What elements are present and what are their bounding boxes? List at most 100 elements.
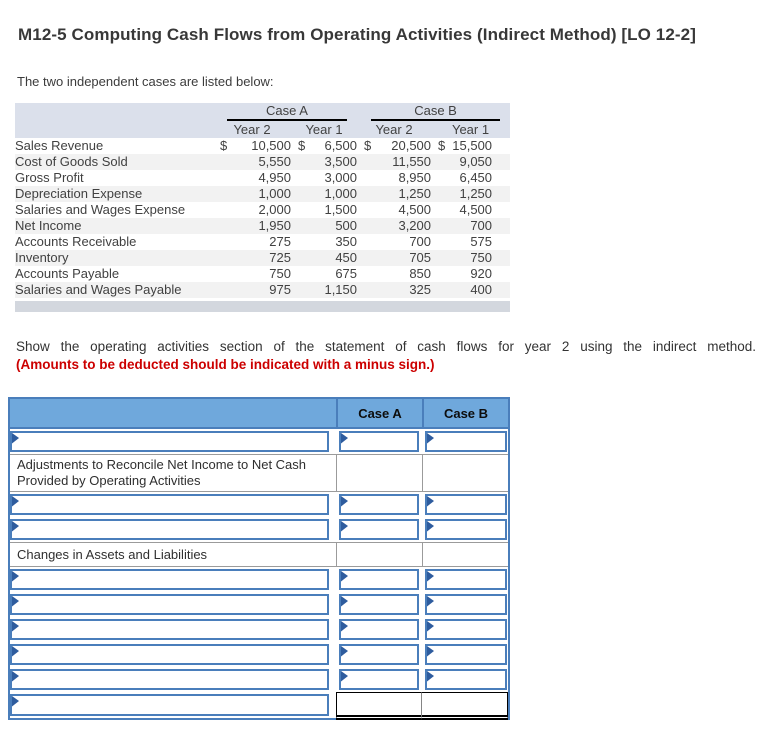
amount: 15,500 [452,138,493,153]
cases-table-container: Case A Case B Year 2 Year 1 Year 2 Year 1 S… [15,103,511,312]
input-cell [10,642,336,667]
line-description-input-r2[interactable] [12,496,327,513]
case-b-amount-input-r0[interactable] [427,433,505,450]
year-header-cell: Year 1 [431,121,511,138]
value-cell: $6,500 [291,138,357,154]
input-cell [10,667,336,692]
input-box [425,644,507,665]
dollar-sign: $ [438,138,446,153]
input-cell [10,567,336,592]
case-group-header-row: Case A Case B [15,103,511,121]
case-a-amount-input-r8[interactable] [341,646,417,663]
case-b-amount-input-r5[interactable] [427,571,505,588]
input-marker-icon [12,696,19,707]
case-b-amount-input-r7[interactable] [427,621,505,638]
value-cell: 700 [431,218,511,234]
input-marker-icon [341,596,348,607]
input-marker-icon [12,521,19,532]
cases-table-row: Salaries and Wages Payable 975 1,150 325 400 [15,282,511,298]
line-description-input-r9[interactable] [12,671,327,688]
input-marker-icon [12,433,19,444]
case-a-amount-input-r9[interactable] [341,671,417,688]
horizontal-scrollbar[interactable] [15,301,510,312]
case-a-amount-input-r7[interactable] [341,621,417,638]
cases-table-row: Accounts Receivable 275 350 700 575 [15,234,510,250]
dollar-sign: $ [298,138,306,153]
value-cell: 500 [291,218,358,234]
input-cell [336,517,422,542]
answer-row [10,642,508,667]
total-description-input-r10[interactable] [12,696,327,714]
input-marker-icon [427,646,434,657]
input-box [10,519,329,540]
input-cell [422,429,508,454]
value-cell: 1,000 [291,186,358,202]
intro-text: The two independent cases are listed bel… [17,74,274,89]
input-marker-icon [341,571,348,582]
value-cell: 325 [357,282,432,298]
input-marker-icon [427,571,434,582]
input-box [339,494,419,515]
input-marker-icon [341,646,348,657]
line-description-input-r0[interactable] [12,433,327,450]
line-description-input-r5[interactable] [12,571,327,588]
input-cell [336,642,422,667]
currency-value: $20,500 [357,138,431,154]
line-description-input-r3[interactable] [12,521,327,538]
cases-table-row: Sales Revenue $10,500 $6,500 $20,500 $15,500 [15,138,510,154]
case-b-amount-input-r9[interactable] [427,671,505,688]
input-box [339,431,419,452]
section-blank-cell [336,455,422,491]
case-b-amount-input-r2[interactable] [427,496,505,513]
case-b-amount-input-r8[interactable] [427,646,505,663]
blank-header-cell [15,121,213,138]
cases-table: Case A Case B Year 2 Year 1 Year 2 Year 1 S… [15,103,511,298]
input-marker-icon [12,596,19,607]
row-label: Accounts Receivable [15,234,137,249]
value-cell: 725 [213,250,291,266]
value-cell: 6,450 [459,170,493,185]
value-cell: $10,500 [213,138,291,154]
case-a-amount-input-r2[interactable] [341,496,417,513]
value-cell: 850 [409,266,432,281]
input-cell [422,517,508,542]
answer-row [10,667,508,692]
case-b-total-cell [422,692,508,720]
value-cell: 275 [269,234,291,249]
value-cell: 2,000 [258,202,291,217]
dollar-sign: $ [364,138,372,153]
currency-value: $6,500 [291,138,357,154]
case-b-amount-input-r6[interactable] [427,596,505,613]
case-a-amount-input-r3[interactable] [341,521,417,538]
year-header-cell: Year 2 [213,121,291,138]
case-a-amount-input-r5[interactable] [341,571,417,588]
cases-table-body: Sales Revenue $10,500 $6,500 $20,500 $15,500… [15,138,511,298]
value-cell: 3,000 [324,170,358,185]
input-cell [10,517,336,542]
line-description-input-r6[interactable] [12,596,327,613]
input-box [339,644,419,665]
value-cell: 705 [357,250,432,266]
input-marker-icon [427,496,434,507]
line-description-input-r7[interactable] [12,621,327,638]
deduction-warning-text: (Amounts to be deducted should be indica… [16,357,435,372]
input-cell [336,567,422,592]
input-box [339,569,419,590]
line-description-input-r8[interactable] [12,646,327,663]
input-marker-icon [427,433,434,444]
input-box [10,594,329,615]
input-box [339,669,419,690]
input-marker-icon [12,496,19,507]
input-marker-icon [12,621,19,632]
cases-table-row: Accounts Payable 750 675 850 920 [15,266,510,282]
case-a-amount-input-r6[interactable] [341,596,417,613]
amount: 6,500 [324,138,358,153]
case-b-group-header: Case B [357,103,511,121]
answer-row [10,429,508,454]
input-cell [336,429,422,454]
input-box [425,569,507,590]
case-a-amount-input-r0[interactable] [341,433,417,450]
input-cell [422,592,508,617]
case-b-amount-input-r3[interactable] [427,521,505,538]
input-cell [336,592,422,617]
